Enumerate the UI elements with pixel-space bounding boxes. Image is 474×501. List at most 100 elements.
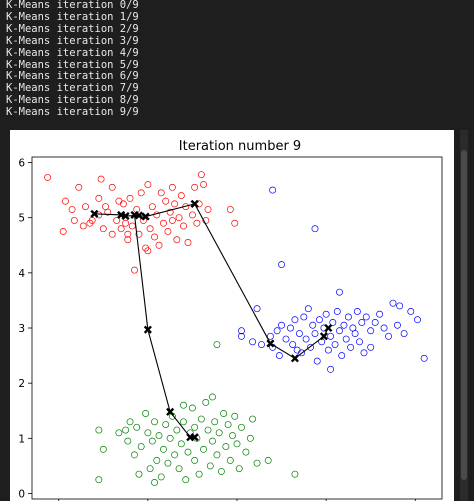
- y-tick-label: 2: [18, 378, 25, 390]
- data-point-red: [115, 197, 123, 205]
- output-scrollbar[interactable]: [460, 130, 468, 501]
- data-point-red: [166, 208, 174, 216]
- data-point-red: [135, 230, 143, 238]
- data-point-green: [95, 426, 103, 434]
- data-point-green: [148, 437, 156, 445]
- data-point-red: [157, 189, 165, 197]
- data-point-green: [220, 410, 228, 417]
- data-point-blue: [311, 330, 319, 337]
- data-point-blue: [269, 186, 277, 194]
- data-point-blue: [258, 341, 265, 348]
- y-tick-label: 3: [18, 323, 25, 335]
- data-point-blue: [360, 349, 368, 357]
- data-point-green: [153, 456, 161, 464]
- console-line: K-Means iteration 8/9: [6, 94, 139, 107]
- data-point-red: [113, 216, 121, 224]
- data-point-red: [59, 228, 67, 235]
- console-output: K-Means iteration 0/9 K-Means iteration 1…: [6, 0, 466, 119]
- centroid-path-blue: [194, 203, 329, 360]
- data-point-green: [115, 429, 123, 437]
- data-point-green: [229, 432, 236, 440]
- data-point-green: [184, 448, 192, 456]
- data-point-blue: [385, 332, 392, 340]
- data-point-green: [213, 451, 221, 459]
- data-point-green: [99, 445, 107, 453]
- data-point-red: [168, 183, 176, 191]
- data-point-red: [108, 230, 116, 238]
- data-point-red: [191, 183, 199, 191]
- data-point-green: [177, 440, 185, 448]
- data-point-blue: [367, 343, 375, 351]
- data-point-green: [188, 404, 196, 412]
- data-point-green: [175, 465, 183, 473]
- centroid-marker: [141, 212, 150, 221]
- data-point-blue: [396, 302, 404, 310]
- data-point-red: [119, 200, 127, 208]
- data-point-blue: [311, 225, 319, 233]
- data-point-green: [209, 393, 216, 401]
- data-point-red: [188, 211, 196, 219]
- data-point-red: [44, 173, 52, 181]
- data-point-green: [95, 476, 103, 484]
- data-point-blue: [289, 341, 297, 348]
- data-point-blue: [307, 343, 314, 351]
- data-point-blue: [420, 354, 428, 362]
- data-point-red: [61, 197, 69, 205]
- console-line: K-Means iteration 9/9: [6, 106, 139, 119]
- data-point-blue: [333, 308, 341, 315]
- data-point-red: [171, 200, 179, 208]
- data-point-red: [99, 225, 107, 233]
- data-point-blue: [407, 308, 415, 315]
- data-point-blue: [389, 299, 397, 307]
- data-point-red: [137, 189, 145, 197]
- centroid-path-green: [133, 214, 195, 438]
- data-point-red: [68, 205, 76, 213]
- data-point-green: [131, 451, 138, 459]
- data-point-red: [97, 175, 105, 183]
- data-point-green: [160, 445, 167, 453]
- data-point-blue: [304, 305, 312, 313]
- data-point-green: [195, 470, 203, 478]
- data-point-green: [173, 426, 181, 434]
- data-point-blue: [367, 327, 375, 335]
- data-point-blue: [327, 332, 335, 340]
- data-point-blue: [331, 341, 339, 348]
- data-point-red: [155, 241, 163, 249]
- data-point-blue: [358, 319, 366, 326]
- data-point-blue: [300, 313, 308, 321]
- data-point-red: [173, 236, 181, 244]
- data-point-green: [291, 470, 299, 478]
- data-point-green: [211, 418, 219, 426]
- scrollbar-thumb[interactable]: [461, 150, 467, 480]
- data-point-blue: [287, 324, 294, 332]
- data-point-blue: [344, 313, 352, 321]
- data-point-red: [193, 219, 201, 227]
- data-point-red: [162, 197, 170, 205]
- data-point-green: [146, 465, 154, 473]
- y-tick-label: 5: [18, 213, 25, 225]
- y-tick-label: 0: [18, 488, 25, 500]
- data-point-blue: [278, 261, 286, 269]
- data-point-blue: [275, 352, 283, 360]
- data-point-blue: [238, 327, 245, 335]
- data-point-green: [126, 418, 134, 426]
- centroid-marker: [166, 407, 175, 416]
- data-point-red: [168, 216, 176, 224]
- data-point-blue: [371, 319, 379, 326]
- data-point-green: [164, 459, 172, 467]
- data-point-green: [180, 418, 187, 426]
- centroid-marker: [130, 210, 139, 219]
- data-point-red: [184, 239, 192, 246]
- data-point-blue: [266, 332, 274, 340]
- data-point-red: [75, 183, 83, 191]
- console-line: K-Means iteration 2/9: [6, 22, 139, 35]
- data-point-red: [79, 222, 87, 230]
- data-point-red: [102, 203, 109, 211]
- kmeans-scatter-plot: Iteration number 9 024680123456: [18, 139, 443, 501]
- data-point-red: [164, 228, 172, 235]
- data-point-red: [126, 194, 134, 202]
- data-point-blue: [302, 335, 310, 343]
- data-point-blue: [282, 335, 290, 343]
- data-point-red: [151, 233, 159, 241]
- data-point-green: [224, 421, 232, 428]
